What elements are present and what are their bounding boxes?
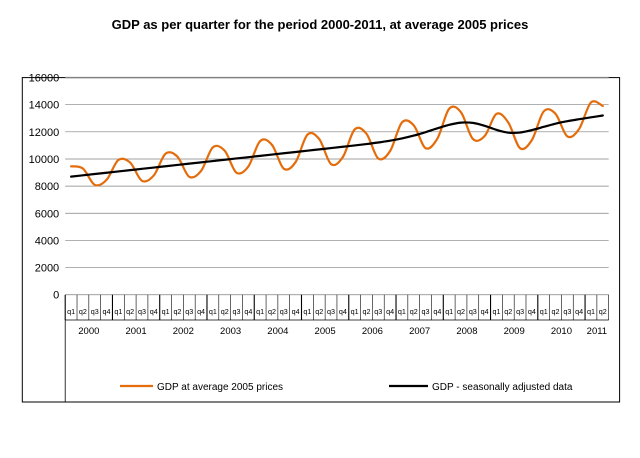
- svg-text:q2: q2: [552, 307, 560, 316]
- svg-text:q1: q1: [445, 307, 453, 316]
- svg-text:14000: 14000: [29, 100, 60, 112]
- svg-text:10000: 10000: [29, 154, 60, 166]
- svg-text:q4: q4: [103, 307, 111, 316]
- svg-text:2001: 2001: [126, 326, 147, 337]
- svg-text:2000: 2000: [78, 326, 99, 337]
- svg-text:2011: 2011: [587, 326, 607, 337]
- svg-text:2002: 2002: [173, 326, 194, 337]
- svg-text:2008: 2008: [456, 326, 477, 337]
- svg-text:q4: q4: [481, 307, 489, 316]
- svg-text:q2: q2: [599, 307, 607, 316]
- svg-text:q4: q4: [244, 307, 252, 316]
- svg-text:GDP at average 2005 prices: GDP at average 2005 prices: [157, 382, 283, 393]
- svg-text:q2: q2: [362, 307, 370, 316]
- svg-text:0: 0: [53, 290, 59, 302]
- svg-text:2009: 2009: [504, 326, 525, 337]
- svg-text:q4: q4: [150, 307, 158, 316]
- svg-text:q3: q3: [233, 307, 241, 316]
- svg-text:q2: q2: [221, 307, 229, 316]
- svg-text:q3: q3: [516, 307, 524, 316]
- svg-text:q1: q1: [540, 307, 548, 316]
- svg-text:q1: q1: [209, 307, 217, 316]
- svg-text:q3: q3: [469, 307, 477, 316]
- svg-text:6000: 6000: [35, 208, 59, 220]
- svg-text:q4: q4: [433, 307, 441, 316]
- svg-text:q4: q4: [528, 307, 536, 316]
- svg-text:q2: q2: [410, 307, 418, 316]
- svg-text:2006: 2006: [362, 326, 383, 337]
- svg-text:2000: 2000: [35, 263, 59, 275]
- svg-text:q1: q1: [162, 307, 170, 316]
- svg-text:q3: q3: [138, 307, 146, 316]
- svg-text:q2: q2: [268, 307, 276, 316]
- svg-text:q3: q3: [185, 307, 193, 316]
- svg-text:q1: q1: [351, 307, 359, 316]
- svg-text:q2: q2: [173, 307, 181, 316]
- svg-text:q3: q3: [563, 307, 571, 316]
- svg-text:q2: q2: [79, 307, 87, 316]
- svg-text:q3: q3: [280, 307, 288, 316]
- svg-text:q4: q4: [386, 307, 394, 316]
- svg-text:2007: 2007: [409, 326, 430, 337]
- svg-text:2010: 2010: [551, 326, 572, 337]
- svg-text:16000: 16000: [29, 73, 60, 85]
- svg-text:2005: 2005: [315, 326, 336, 337]
- svg-text:q2: q2: [457, 307, 465, 316]
- svg-text:q2: q2: [315, 307, 323, 316]
- svg-text:8000: 8000: [35, 181, 59, 193]
- svg-text:4000: 4000: [35, 235, 59, 247]
- svg-text:q4: q4: [575, 307, 583, 316]
- svg-text:q1: q1: [303, 307, 311, 316]
- svg-text:q3: q3: [374, 307, 382, 316]
- svg-text:q1: q1: [587, 307, 595, 316]
- svg-text:GDP - seasonally adjusted data: GDP - seasonally adjusted data: [432, 382, 573, 393]
- svg-text:2003: 2003: [220, 326, 241, 337]
- svg-text:q3: q3: [422, 307, 430, 316]
- svg-text:q1: q1: [256, 307, 264, 316]
- svg-text:q3: q3: [91, 307, 99, 316]
- svg-text:2004: 2004: [267, 326, 288, 337]
- svg-text:q2: q2: [504, 307, 512, 316]
- svg-text:q4: q4: [292, 307, 300, 316]
- svg-text:q4: q4: [197, 307, 205, 316]
- svg-text:q1: q1: [67, 307, 75, 316]
- svg-text:q3: q3: [327, 307, 335, 316]
- svg-text:q1: q1: [492, 307, 500, 316]
- svg-text:q1: q1: [114, 307, 122, 316]
- svg-text:12000: 12000: [29, 127, 60, 139]
- svg-text:q4: q4: [339, 307, 347, 316]
- svg-text:q2: q2: [126, 307, 134, 316]
- svg-text:q1: q1: [398, 307, 406, 316]
